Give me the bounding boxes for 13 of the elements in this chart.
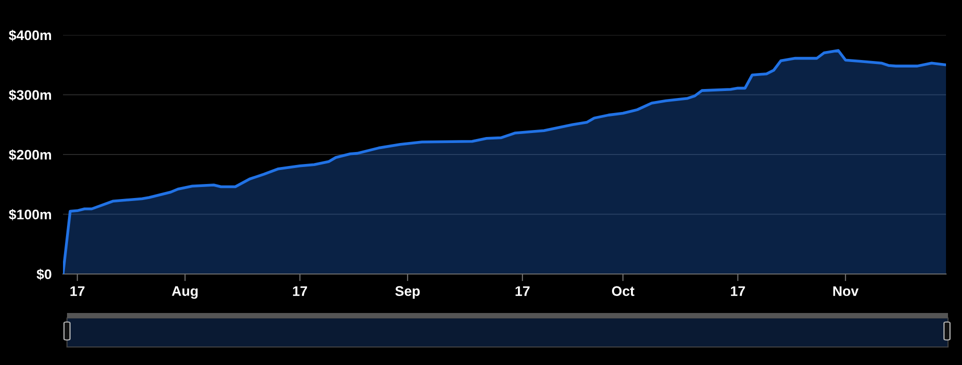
x-tick-label: Sep [395, 286, 420, 299]
y-tick-label: $100m [8, 208, 52, 220]
x-tick-label: 17 [70, 286, 84, 296]
x-tick-label: Oct [612, 286, 634, 296]
x-tick-label: 17 [293, 286, 308, 296]
x-tick-label: 17 [516, 286, 530, 296]
x-tick-label: 17 [730, 286, 745, 296]
y-tick-label: $0 [36, 268, 52, 280]
y-tick-label: $400m [8, 30, 52, 42]
y-tick-label: $200m [8, 149, 52, 161]
y-tick-label: $300m [8, 89, 52, 101]
x-tick-label: Nov [833, 286, 859, 296]
x-tick-label: Aug [172, 286, 198, 299]
